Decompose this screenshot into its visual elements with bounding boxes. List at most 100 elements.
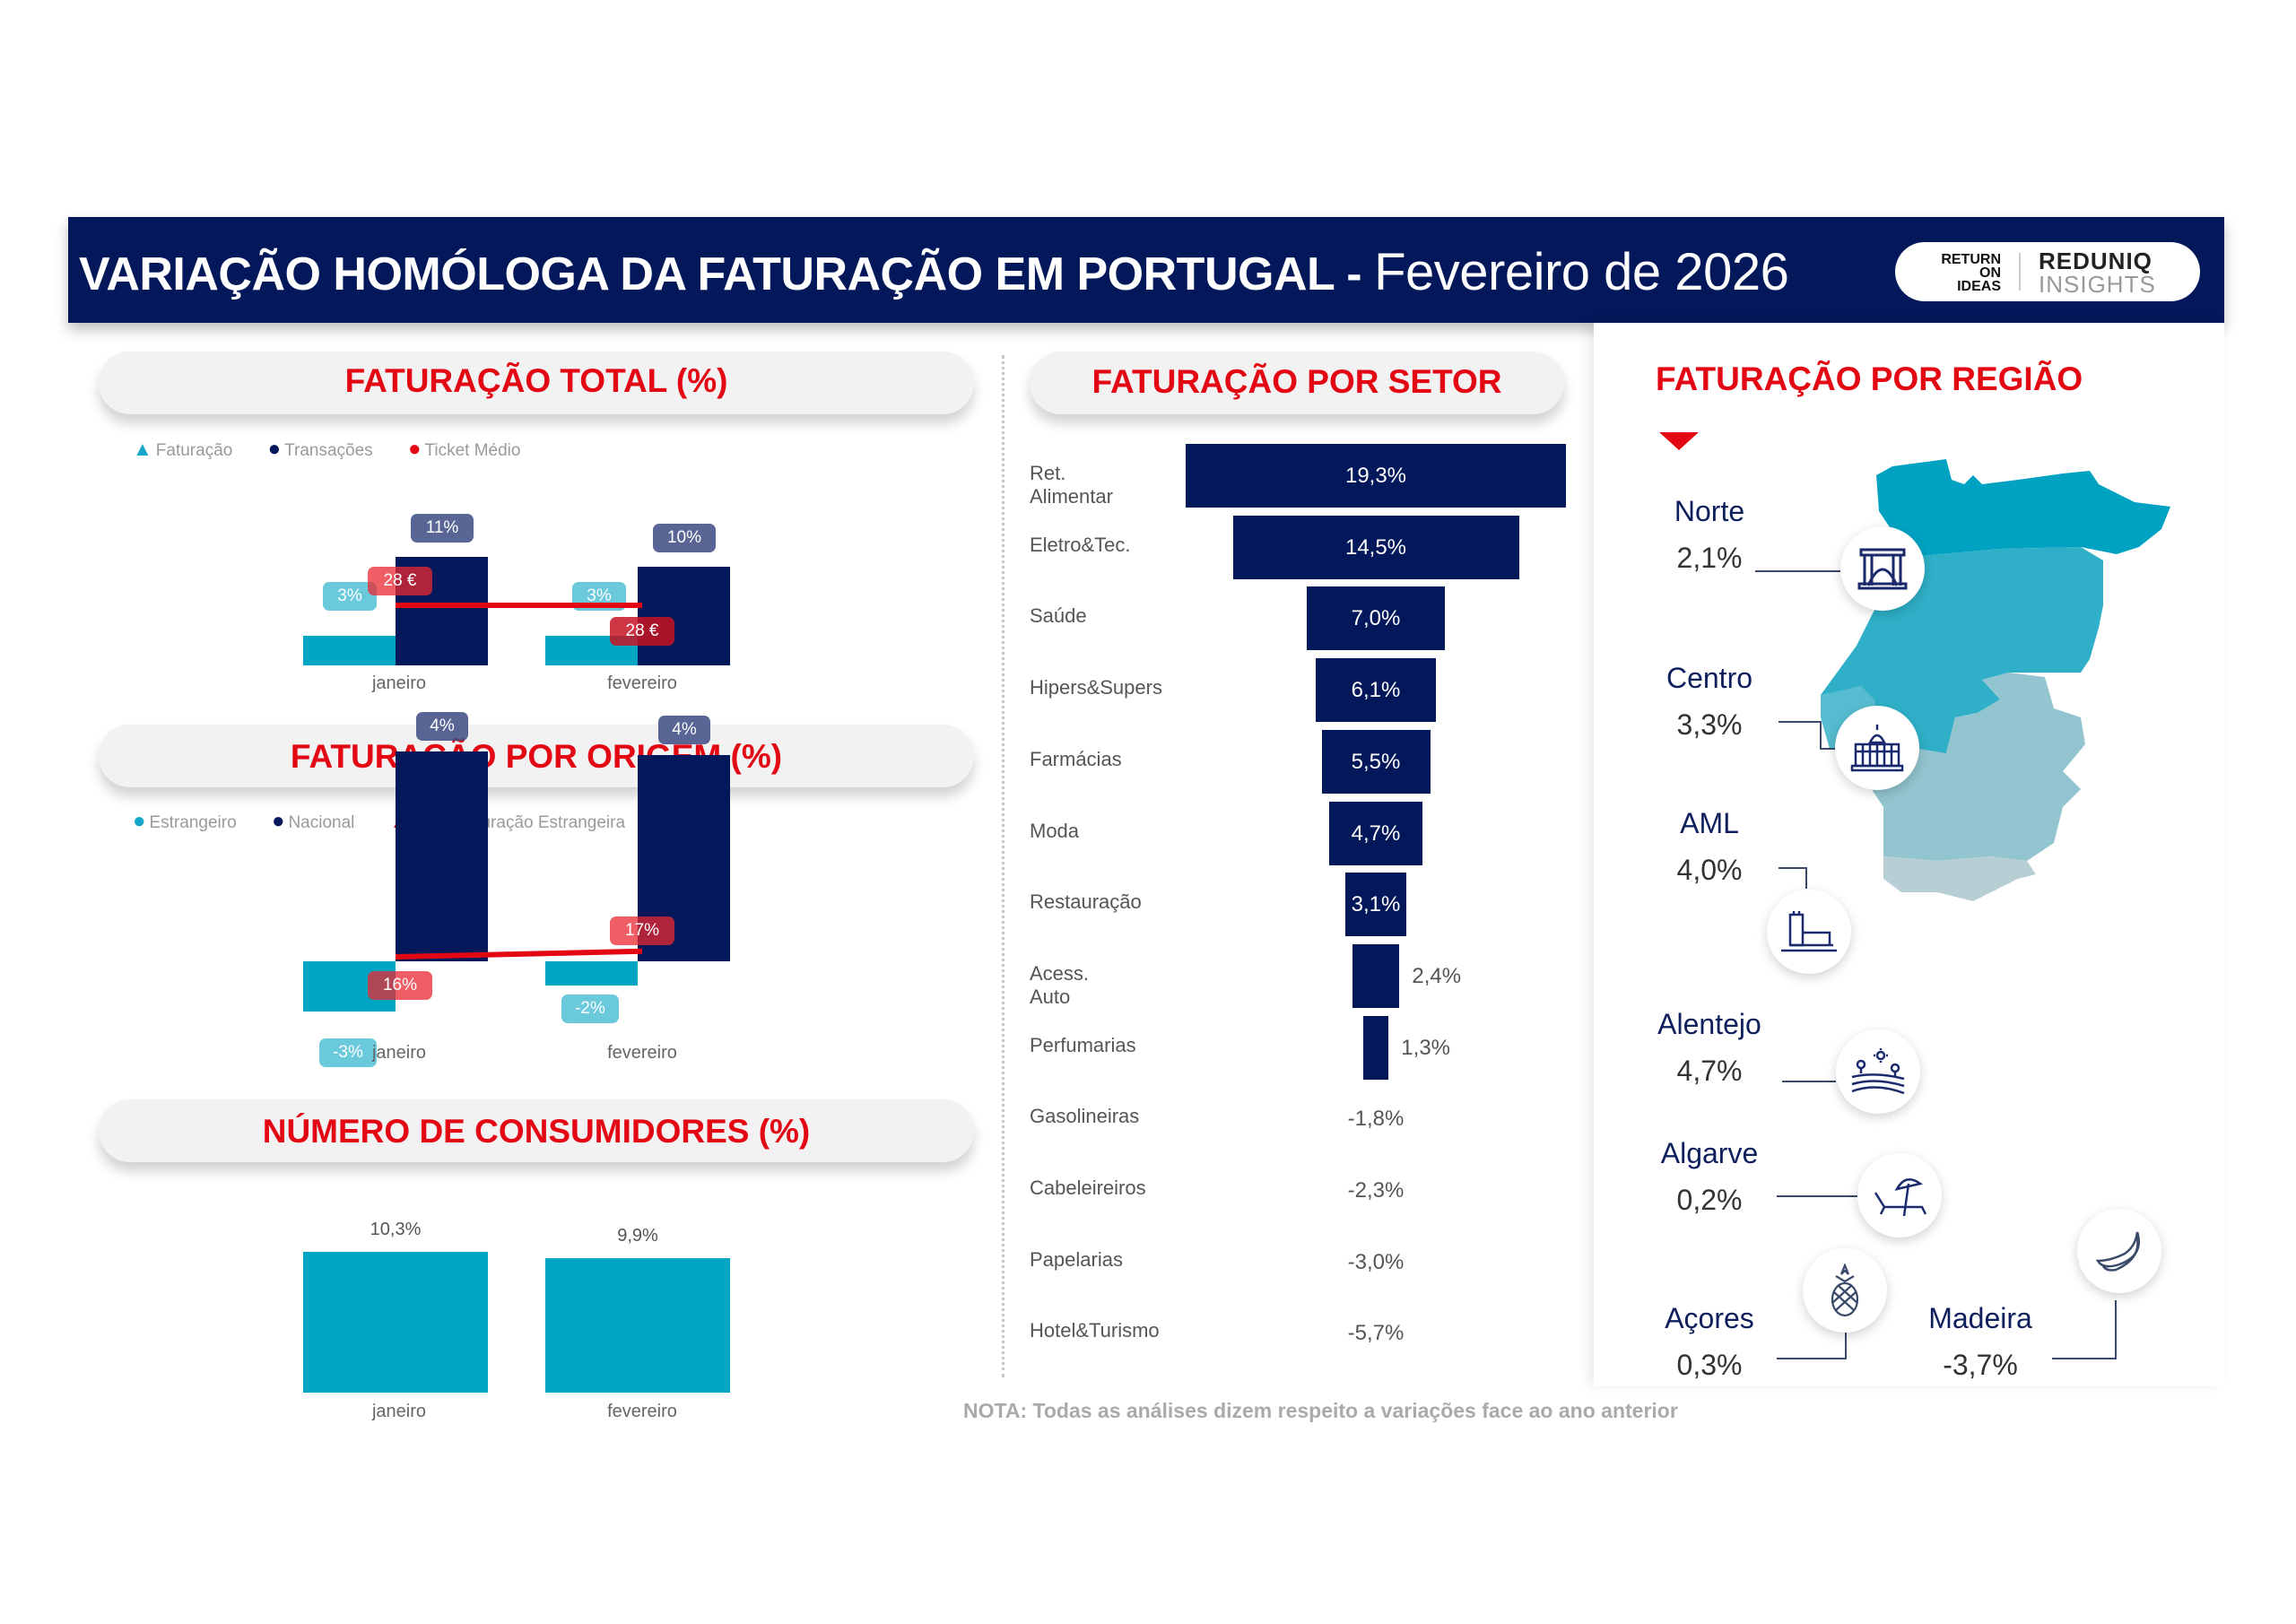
sector-value: 2,4% — [1412, 963, 1462, 988]
sector-value: 14,5% — [1344, 534, 1407, 560]
logo-text: IDEAS — [1957, 279, 2001, 294]
connector-line — [1782, 1081, 1836, 1082]
transacoes-label: 10% — [653, 524, 716, 552]
region-name: Açores — [1665, 1302, 1754, 1334]
region-name: Alentejo — [1657, 1008, 1761, 1040]
faturacao-origem-legend: ●Estrangeiro ●Nacional ▲Peso Faturação E… — [133, 809, 629, 834]
estrangeiro-label: -3% — [319, 1038, 377, 1067]
peso-faturacao-label: 16% — [368, 971, 432, 1000]
sector-label: Papelarias — [1030, 1247, 1123, 1271]
return-on-ideas-logo: RETURN ON IDEAS — [1922, 252, 2001, 294]
sector-value: 3,1% — [1351, 892, 1401, 917]
map-region-alentejo — [1843, 673, 2085, 861]
region-value: -3,7% — [1943, 1349, 2018, 1381]
nacional-bar — [396, 751, 488, 961]
sector-label: Farmácias — [1030, 747, 1122, 770]
sector-value: -5,7% — [1347, 1321, 1405, 1346]
sector-value: 19,3% — [1344, 464, 1407, 488]
legend-item: Transações — [284, 441, 373, 460]
legend-item: Nacional — [288, 813, 355, 832]
circle-icon: ● — [271, 809, 285, 833]
nacional-label: 4% — [658, 716, 710, 744]
region-value: 0,2% — [1676, 1184, 1743, 1216]
sector-value: -1,8% — [1347, 1107, 1405, 1132]
sector-bar — [1232, 515, 1519, 579]
estrangeiro-label: -2% — [561, 994, 619, 1023]
circle-icon: ● — [267, 437, 282, 461]
sector-label: Gasolineiras — [1030, 1105, 1140, 1128]
connector-line — [1779, 721, 1822, 750]
reduniq-logo: REDUNIQ — [2039, 248, 2152, 274]
x-tick-label: janeiro — [371, 1043, 427, 1063]
sector-value: 4,7% — [1351, 821, 1401, 846]
region-value: 4,7% — [1676, 1055, 1743, 1087]
consumidores-label: 9,9% — [617, 1225, 658, 1246]
estrangeiro-bar — [545, 961, 638, 986]
footnote: NOTA: Todas as análises dizem respeito a… — [963, 1399, 1678, 1422]
peso-faturacao-label: 17% — [610, 916, 674, 945]
faturacao-origem-header: FATURAÇÃO POR ORIGEM (%) — [99, 725, 974, 787]
legend-item: Estrangeiro — [149, 813, 237, 832]
x-tick-label: janeiro — [371, 1402, 427, 1421]
logo-text: RETURN — [1941, 252, 2001, 267]
legend-item: Faturação — [155, 441, 233, 460]
beach-icon — [1857, 1153, 1942, 1238]
connector-line — [1821, 570, 1840, 572]
region-name: Centro — [1665, 662, 1753, 694]
ticket-medio-label: 28 € — [368, 567, 432, 595]
sector-label: Hipers&Supers — [1030, 676, 1162, 699]
x-tick-label: janeiro — [371, 673, 427, 693]
consumidores-bar — [303, 1252, 488, 1393]
dropdown-arrow-icon[interactable] — [1659, 432, 1699, 450]
region-value: 4,0% — [1676, 854, 1743, 886]
x-tick-label: fevereiro — [607, 673, 677, 693]
sector-value: 7,0% — [1351, 606, 1401, 631]
connector-line — [1777, 1333, 1847, 1359]
faturacao-setor-header: FATURAÇÃO POR SETOR — [1030, 352, 1564, 414]
connector-line — [1820, 748, 1838, 750]
legend-item: Ticket Médio — [424, 441, 521, 460]
sector-label: Perfumarias — [1030, 1033, 1136, 1056]
sector-bar — [1307, 586, 1445, 651]
nacional-label: 4% — [416, 712, 468, 741]
sector-bar — [1352, 943, 1400, 1008]
faturacao-total-legend: ▲ Faturação ● Transações ● Ticket Médio — [133, 437, 524, 462]
circle-icon: ● — [407, 437, 422, 461]
region-name: Algarve — [1660, 1137, 1759, 1169]
map-region-norte — [1876, 459, 2170, 558]
sector-bar — [1329, 801, 1422, 865]
region-value: 3,3% — [1676, 708, 1743, 741]
region-name: Norte — [1674, 495, 1745, 527]
faturacao-bar — [303, 636, 396, 665]
sector-label: Restauração — [1030, 890, 1142, 914]
circle-icon: ● — [133, 809, 146, 833]
pineapple-icon — [1803, 1248, 1887, 1333]
sector-label: Ret. Alimentar — [1030, 462, 1113, 508]
ticket-medio-line — [396, 603, 642, 608]
banana-icon — [2077, 1209, 2161, 1293]
insights-logo: INSIGHTS — [2039, 271, 2156, 298]
logo-text: ON — [1979, 265, 2001, 281]
map-region-algarve — [1883, 856, 2036, 901]
sector-label: Eletro&Tec. — [1030, 533, 1131, 556]
sector-label: Moda — [1030, 819, 1080, 842]
header-banner: VARIAÇÃO HOMÓLOGA DA FATURAÇÃO EM PORTUG… — [68, 217, 2224, 323]
sector-value: -3,0% — [1347, 1249, 1405, 1274]
sector-bar — [1315, 658, 1437, 723]
region-value: 2,1% — [1676, 542, 1743, 574]
landscape-icon — [1836, 1029, 1920, 1114]
connector-line — [1779, 867, 1807, 889]
faturacao-total-header: FATURAÇÃO TOTAL (%) — [99, 352, 974, 414]
connector-line — [2052, 1300, 2117, 1359]
triangle-icon: ▲ — [133, 438, 152, 460]
title-main: VARIAÇÃO HOMÓLOGA DA FATURAÇÃO EM PORTUG… — [79, 248, 1362, 300]
sector-bar — [1321, 729, 1431, 794]
transacoes-label: 11% — [411, 514, 474, 543]
sector-value: -2,3% — [1347, 1178, 1405, 1203]
sector-bar — [1185, 444, 1567, 508]
title-period: Fevereiro de 2026 — [1374, 243, 1789, 301]
regiao-title: FATURAÇÃO POR REGIÃO — [1656, 360, 2083, 397]
sector-bar — [1344, 873, 1407, 937]
section-divider — [1002, 355, 1004, 1377]
brand-logo: RETURN ON IDEAS REDUNIQ INSIGHTS — [1895, 242, 2200, 301]
